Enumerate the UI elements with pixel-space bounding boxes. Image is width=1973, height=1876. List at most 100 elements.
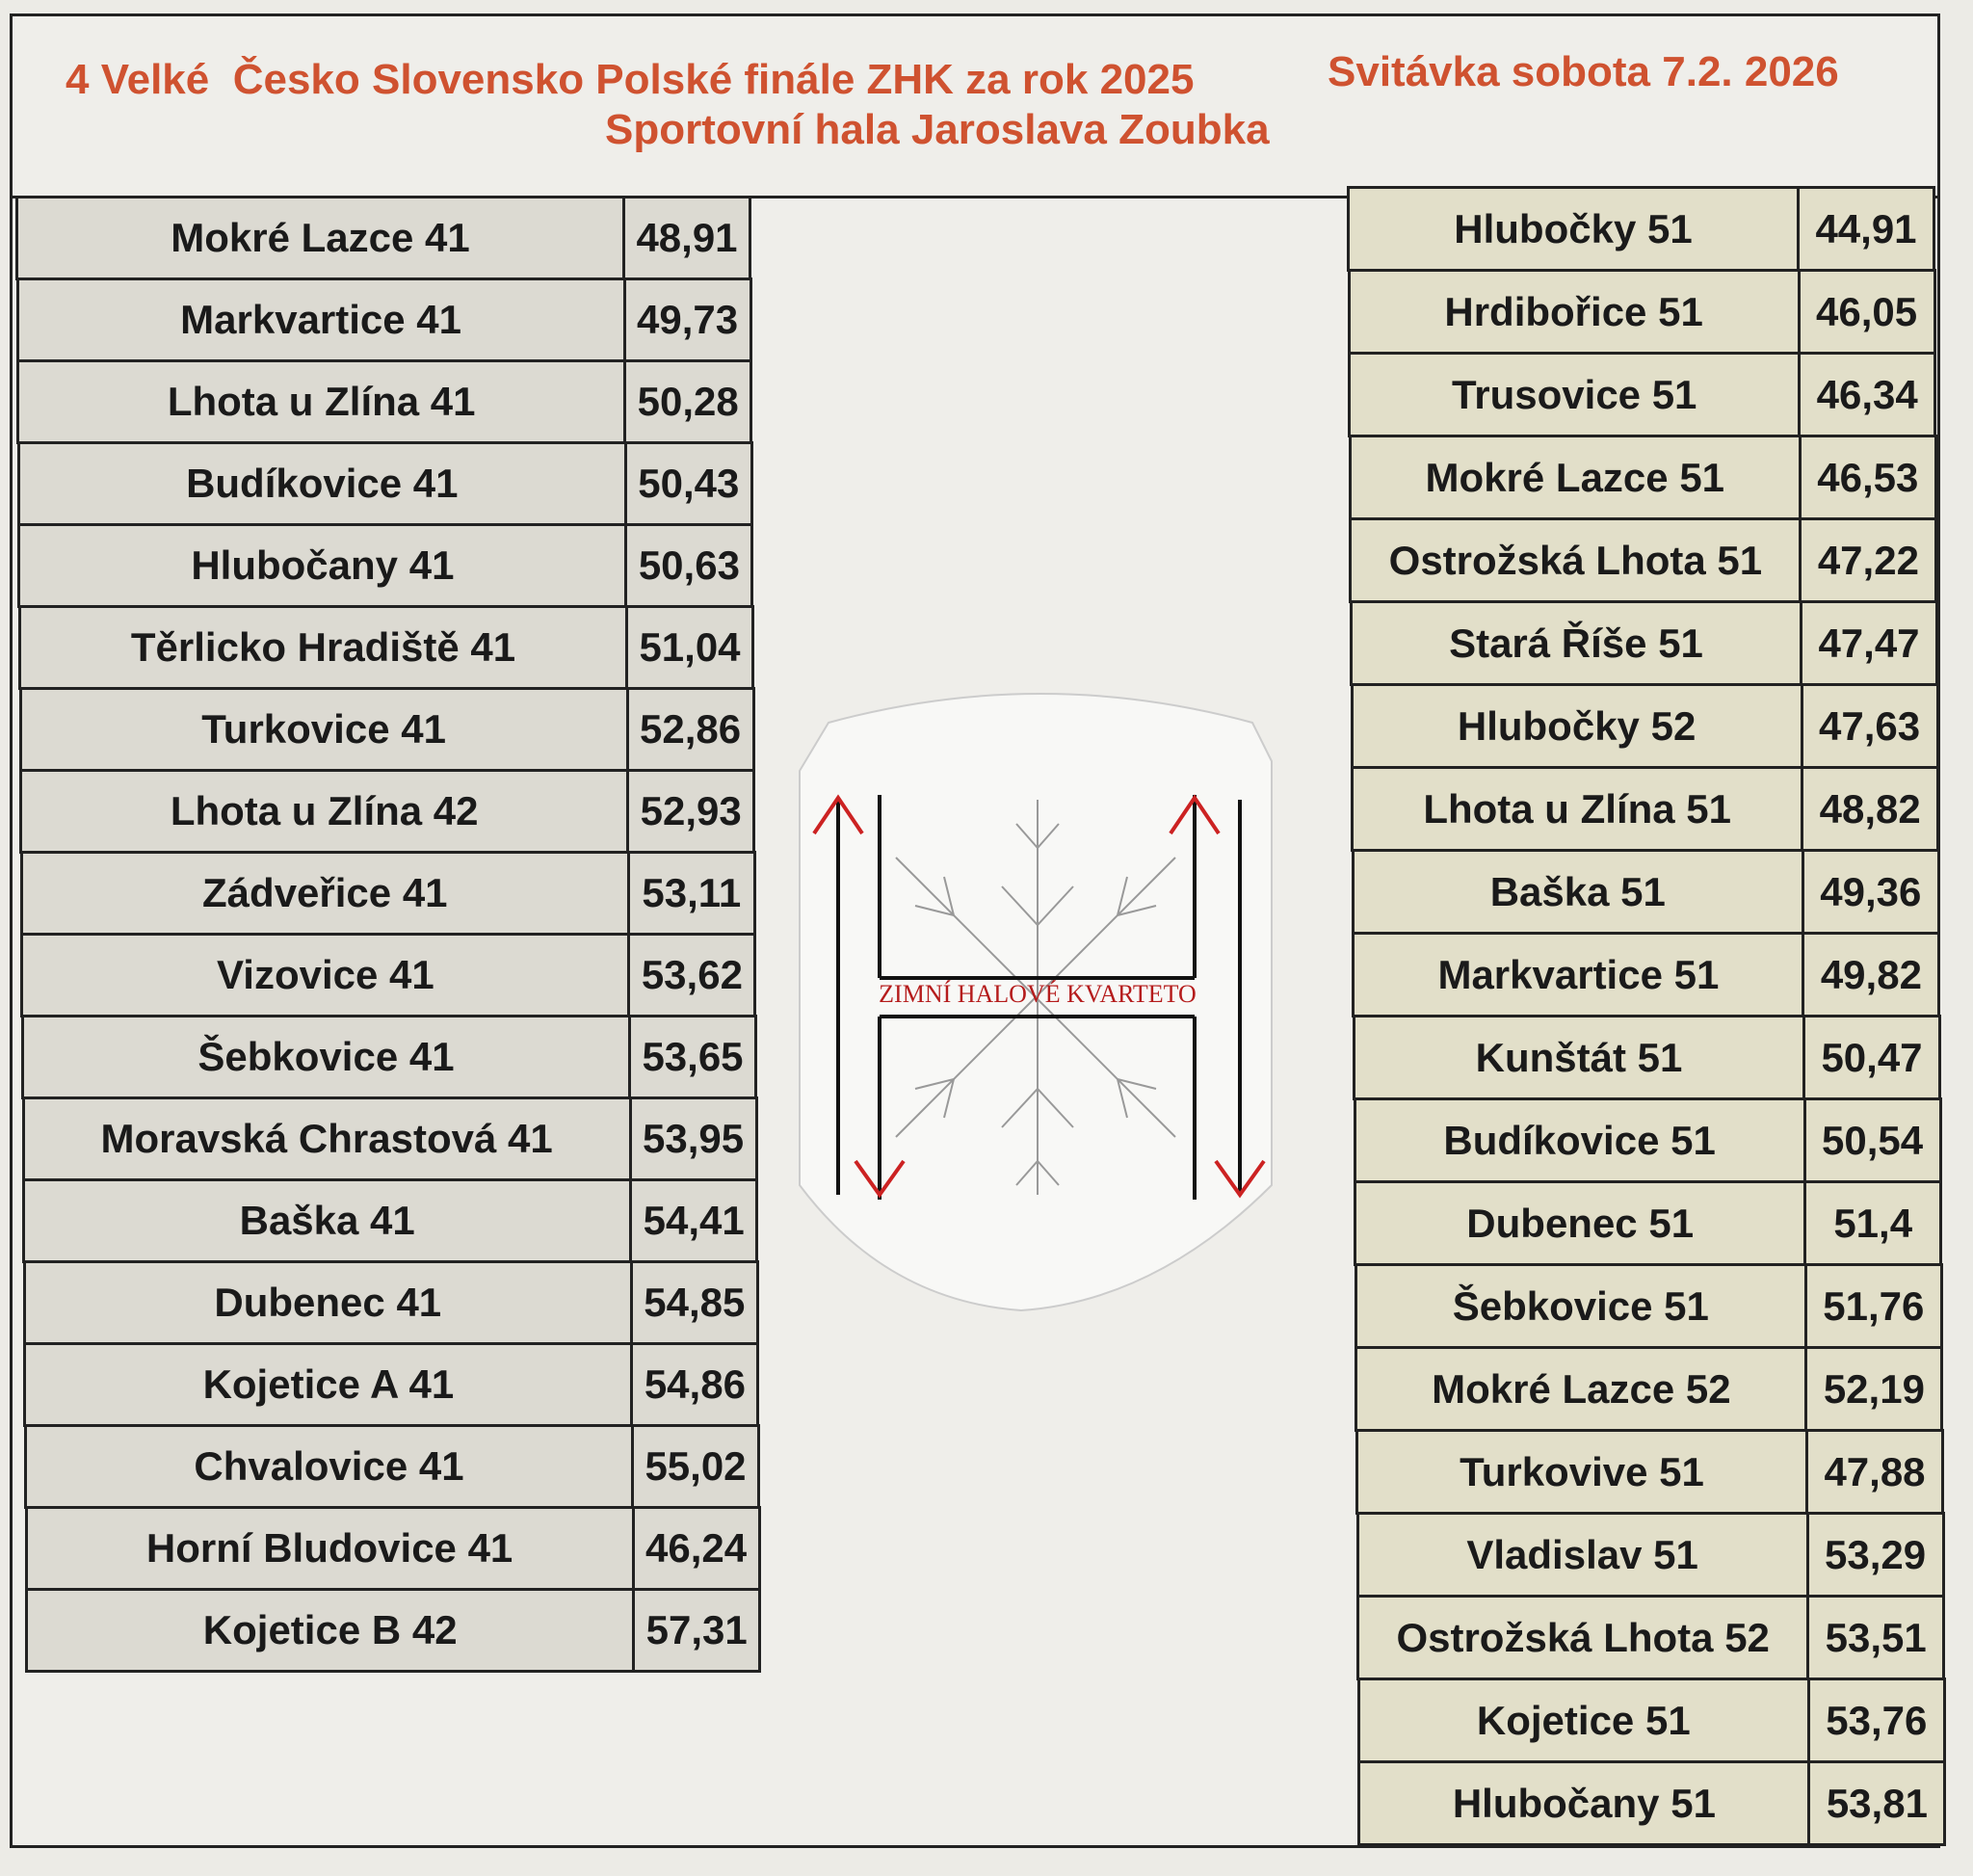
table-row: Hrdibořice 51 46,05 <box>1347 269 1936 355</box>
table-row: Mokré Lazce 41 48,91 <box>15 196 751 280</box>
table-row: Hlubočky 51 44,91 <box>1347 186 1935 272</box>
time-cell: 50,63 <box>624 523 754 608</box>
title: 4 Velké Česko Slovensko Polské finále ZH… <box>66 56 1195 103</box>
time-cell: 46,24 <box>631 1506 761 1591</box>
time-cell: 53,62 <box>627 933 757 1017</box>
table-row: Kojetice A 41 54,86 <box>23 1342 760 1427</box>
time-cell: 50,28 <box>623 359 753 444</box>
table-row: Horní Bludovice 41 46,24 <box>24 1506 761 1591</box>
team-cell: Těrlicko Hradiště 41 <box>18 605 628 690</box>
table-row: Baška 51 49,36 <box>1351 849 1940 935</box>
place-date: Svitávka sobota 7.2. 2026 <box>1328 48 1839 95</box>
table-row: Hlubočky 52 47,63 <box>1350 683 1939 769</box>
team-cell: Mokré Lazce 41 <box>15 196 625 280</box>
table-row: Dubenec 41 54,85 <box>22 1260 759 1345</box>
time-cell: 46,53 <box>1798 435 1937 520</box>
time-cell: 48,91 <box>622 196 751 280</box>
table-row: Turkovive 51 47,88 <box>1355 1429 1944 1515</box>
team-cell: Baška 41 <box>22 1178 633 1263</box>
time-cell: 53,81 <box>1807 1760 1947 1846</box>
time-cell: 53,51 <box>1806 1595 1946 1680</box>
team-cell: Dubenec 51 <box>1354 1180 1807 1266</box>
team-cell: Lhota u Zlína 42 <box>19 769 630 854</box>
team-cell: Horní Bludovice 41 <box>24 1506 635 1591</box>
team-cell: Kojetice A 41 <box>23 1342 634 1427</box>
table-row: Kojetice B 42 57,31 <box>25 1588 762 1673</box>
time-cell: 50,54 <box>1802 1097 1942 1183</box>
team-cell: Hlubočany 41 <box>17 523 628 608</box>
time-cell: 46,34 <box>1798 352 1937 437</box>
logo: ZIMNÍ HALOVÉ KVARTETO <box>799 693 1273 1312</box>
time-cell: 54,41 <box>629 1178 759 1263</box>
venue: Sportovní hala Jaroslava Zoubka <box>605 106 1270 153</box>
table-row: Vladislav 51 53,29 <box>1355 1512 1945 1598</box>
team-cell: Vizovice 41 <box>20 933 631 1017</box>
team-cell: Ostrožská Lhota 52 <box>1356 1595 1810 1680</box>
team-cell: Kojetice B 42 <box>25 1588 636 1673</box>
time-cell: 54,86 <box>630 1342 760 1427</box>
table-row: Markvartice 41 49,73 <box>15 277 752 362</box>
time-cell: 53,76 <box>1806 1678 1946 1763</box>
table-row: Markvartice 51 49,82 <box>1352 932 1941 1017</box>
table-row: Baška 41 54,41 <box>22 1178 759 1263</box>
team-cell: Mokré Lazce 51 <box>1348 435 1802 520</box>
time-cell: 53,95 <box>628 1097 758 1181</box>
team-cell: Turkovice 41 <box>18 687 629 772</box>
table-row: Lhota u Zlína 41 50,28 <box>16 359 753 444</box>
time-cell: 51,4 <box>1803 1180 1943 1266</box>
time-cell: 50,43 <box>623 441 753 526</box>
team-cell: Kojetice 51 <box>1356 1678 1810 1763</box>
time-cell: 52,93 <box>626 769 756 854</box>
time-cell: 51,04 <box>625 605 754 690</box>
table-row: Kunštát 51 50,47 <box>1353 1015 1941 1100</box>
time-cell: 55,02 <box>631 1424 760 1509</box>
team-cell: Mokré Lazce 52 <box>1355 1346 1808 1432</box>
team-cell: Šebkovice 41 <box>21 1015 631 1099</box>
time-cell: 47,88 <box>1805 1429 1944 1515</box>
logo-text: ZIMNÍ HALOVÉ KVARTETO <box>879 980 1197 1008</box>
team-cell: Stará Říše 51 <box>1350 600 1802 686</box>
time-cell: 53,11 <box>626 851 756 936</box>
team-cell: Budíkovice 51 <box>1353 1097 1806 1183</box>
table-row: Lhota u Zlína 42 52,93 <box>19 769 756 854</box>
time-cell: 54,85 <box>629 1260 759 1345</box>
table-row: Ostrožská Lhota 52 53,51 <box>1356 1595 1946 1680</box>
team-cell: Zádveřice 41 <box>19 851 630 936</box>
table-row: Stará Říše 51 47,47 <box>1350 600 1938 686</box>
time-cell: 46,05 <box>1797 269 1936 355</box>
table-row: Těrlicko Hradiště 41 51,04 <box>18 605 754 690</box>
team-cell: Trusovice 51 <box>1348 352 1802 437</box>
time-cell: 50,47 <box>1802 1015 1941 1100</box>
time-cell: 48,82 <box>1801 766 1940 852</box>
team-cell: Kunštát 51 <box>1353 1015 1805 1100</box>
table-row: Lhota u Zlína 51 48,82 <box>1351 766 1940 852</box>
table-row: Ostrožská Lhota 51 47,22 <box>1349 517 1938 603</box>
team-cell: Hrdibořice 51 <box>1347 269 1801 355</box>
header: 4 Velké Česko Slovensko Polské finále ZH… <box>10 13 1940 198</box>
table-row: Mokré Lazce 52 52,19 <box>1355 1346 1944 1432</box>
table-row: Šebkovice 41 53,65 <box>21 1015 757 1099</box>
table-row: Zádveřice 41 53,11 <box>19 851 756 936</box>
table-row: Trusovice 51 46,34 <box>1348 352 1937 437</box>
table-row: Dubenec 51 51,4 <box>1354 1180 1943 1266</box>
table-row: Moravská Chrastová 41 53,95 <box>21 1097 758 1181</box>
table-row: Mokré Lazce 51 46,53 <box>1348 435 1937 520</box>
table-row: Šebkovice 51 51,76 <box>1354 1263 1943 1349</box>
table-row: Hlubočany 51 53,81 <box>1357 1760 1947 1846</box>
team-cell: Vladislav 51 <box>1355 1512 1809 1598</box>
time-cell: 53,65 <box>628 1015 757 1099</box>
team-cell: Šebkovice 51 <box>1354 1263 1807 1349</box>
team-cell: Ostrožská Lhota 51 <box>1349 517 1802 603</box>
team-cell: Moravská Chrastová 41 <box>21 1097 632 1181</box>
table-row: Budíkovice 41 50,43 <box>16 441 753 526</box>
time-cell: 49,73 <box>622 277 752 362</box>
table-row: Turkovice 41 52,86 <box>18 687 755 772</box>
table-row: Chvalovice 41 55,02 <box>24 1424 760 1509</box>
time-cell: 44,91 <box>1797 186 1935 272</box>
time-cell: 47,63 <box>1800 683 1939 769</box>
team-cell: Turkovive 51 <box>1355 1429 1808 1515</box>
time-cell: 57,31 <box>632 1588 762 1673</box>
time-cell: 47,22 <box>1799 517 1938 603</box>
time-cell: 53,29 <box>1805 1512 1945 1598</box>
